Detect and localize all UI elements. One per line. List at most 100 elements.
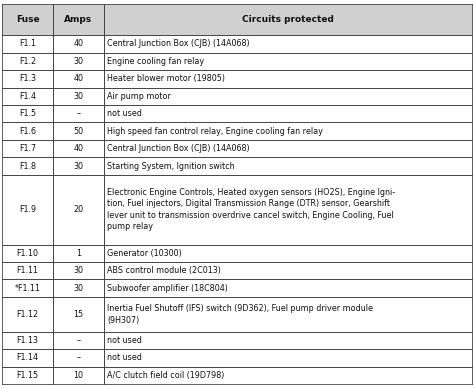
- Text: Fuse: Fuse: [16, 15, 39, 24]
- Text: 30: 30: [73, 266, 83, 275]
- Bar: [2, 35, 53, 53]
- Bar: [104, 279, 472, 297]
- Text: not used: not used: [107, 109, 142, 118]
- Bar: [53, 262, 104, 279]
- Bar: [104, 4, 472, 35]
- Bar: [104, 140, 472, 158]
- Bar: [53, 88, 104, 105]
- Text: –: –: [76, 109, 81, 118]
- Text: Heater blower motor (19805): Heater blower motor (19805): [107, 74, 225, 83]
- Text: 30: 30: [73, 284, 83, 293]
- Text: –: –: [76, 336, 81, 345]
- Bar: [2, 262, 53, 279]
- Text: not used: not used: [107, 353, 142, 362]
- Bar: [104, 244, 472, 262]
- Bar: [53, 70, 104, 88]
- Bar: [53, 175, 104, 244]
- Text: 20: 20: [73, 205, 83, 214]
- Text: 40: 40: [73, 144, 83, 153]
- Bar: [2, 349, 53, 367]
- Text: 40: 40: [73, 40, 83, 48]
- Bar: [104, 70, 472, 88]
- Text: Air pump motor: Air pump motor: [107, 92, 171, 101]
- Bar: [53, 4, 104, 35]
- Bar: [104, 158, 472, 175]
- Bar: [53, 158, 104, 175]
- Bar: [104, 297, 472, 332]
- Bar: [53, 297, 104, 332]
- Text: –: –: [76, 353, 81, 362]
- Bar: [2, 332, 53, 349]
- Text: Subwoofer amplifier (18C804): Subwoofer amplifier (18C804): [107, 284, 228, 293]
- Text: F1.13: F1.13: [17, 336, 39, 345]
- Bar: [53, 244, 104, 262]
- Text: High speed fan control relay, Engine cooling fan relay: High speed fan control relay, Engine coo…: [107, 127, 323, 136]
- Text: *F1.11: *F1.11: [15, 284, 41, 293]
- Bar: [53, 332, 104, 349]
- Bar: [2, 158, 53, 175]
- Bar: [2, 70, 53, 88]
- Bar: [104, 262, 472, 279]
- Text: Starting System, Ignition switch: Starting System, Ignition switch: [107, 161, 235, 171]
- Bar: [104, 105, 472, 123]
- Text: F1.12: F1.12: [17, 310, 39, 319]
- Text: F1.5: F1.5: [19, 109, 36, 118]
- Bar: [2, 53, 53, 70]
- Bar: [104, 53, 472, 70]
- Bar: [53, 123, 104, 140]
- Text: F1.14: F1.14: [17, 353, 39, 362]
- Text: Engine cooling fan relay: Engine cooling fan relay: [107, 57, 204, 66]
- Text: A/C clutch field coil (19D798): A/C clutch field coil (19D798): [107, 371, 224, 380]
- Text: 30: 30: [73, 92, 83, 101]
- Text: 40: 40: [73, 74, 83, 83]
- Bar: [104, 349, 472, 367]
- Text: 10: 10: [73, 371, 83, 380]
- Text: F1.11: F1.11: [17, 266, 39, 275]
- Text: 30: 30: [73, 161, 83, 171]
- Bar: [2, 367, 53, 384]
- Bar: [2, 297, 53, 332]
- Bar: [2, 279, 53, 297]
- Text: F1.6: F1.6: [19, 127, 36, 136]
- Text: F1.3: F1.3: [19, 74, 36, 83]
- Bar: [2, 175, 53, 244]
- Text: 50: 50: [73, 127, 83, 136]
- Bar: [104, 332, 472, 349]
- Text: Electronic Engine Controls, Heated oxygen sensors (HO2S), Engine Igni-
tion, Fue: Electronic Engine Controls, Heated oxyge…: [107, 188, 395, 231]
- Bar: [53, 279, 104, 297]
- Bar: [104, 35, 472, 53]
- Bar: [53, 35, 104, 53]
- Text: F1.2: F1.2: [19, 57, 36, 66]
- Bar: [2, 244, 53, 262]
- Bar: [2, 123, 53, 140]
- Text: 1: 1: [76, 249, 81, 258]
- Bar: [53, 140, 104, 158]
- Text: F1.9: F1.9: [19, 205, 36, 214]
- Bar: [2, 4, 53, 35]
- Text: Generator (10300): Generator (10300): [107, 249, 182, 258]
- Text: Circuits protected: Circuits protected: [242, 15, 334, 24]
- Text: F1.4: F1.4: [19, 92, 36, 101]
- Bar: [53, 367, 104, 384]
- Text: F1.10: F1.10: [17, 249, 39, 258]
- Text: F1.1: F1.1: [19, 40, 36, 48]
- Text: Central Junction Box (CJB) (14A068): Central Junction Box (CJB) (14A068): [107, 144, 250, 153]
- Text: Inertia Fuel Shutoff (IFS) switch (9D362), Fuel pump driver module
(9H307): Inertia Fuel Shutoff (IFS) switch (9D362…: [107, 304, 373, 325]
- Text: F1.15: F1.15: [17, 371, 39, 380]
- Bar: [2, 140, 53, 158]
- Bar: [53, 53, 104, 70]
- Bar: [104, 175, 472, 244]
- Text: Amps: Amps: [64, 15, 92, 24]
- Bar: [53, 349, 104, 367]
- Text: ABS control module (2C013): ABS control module (2C013): [107, 266, 221, 275]
- Text: Central Junction Box (CJB) (14A068): Central Junction Box (CJB) (14A068): [107, 40, 250, 48]
- Bar: [53, 105, 104, 123]
- Bar: [104, 123, 472, 140]
- Text: 15: 15: [73, 310, 83, 319]
- Bar: [104, 367, 472, 384]
- Text: not used: not used: [107, 336, 142, 345]
- Bar: [2, 105, 53, 123]
- Text: 30: 30: [73, 57, 83, 66]
- Text: F1.7: F1.7: [19, 144, 36, 153]
- Bar: [2, 88, 53, 105]
